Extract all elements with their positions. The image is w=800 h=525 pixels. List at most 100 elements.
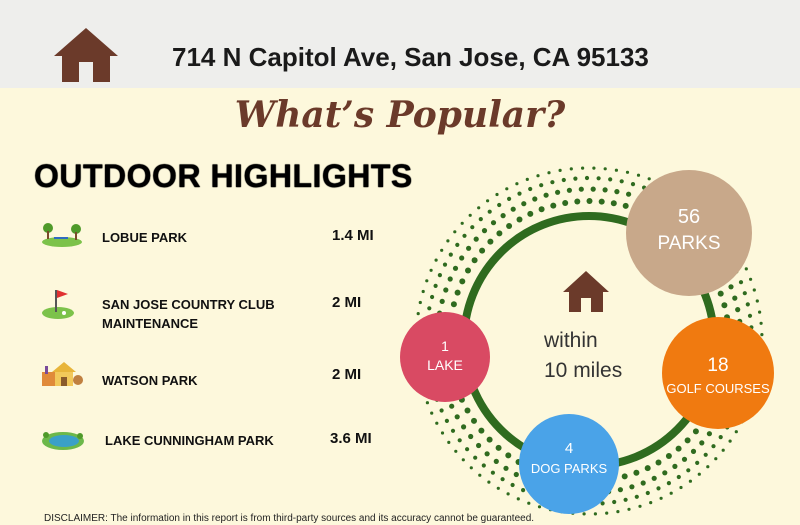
halo-dot — [636, 173, 641, 177]
halo-dot — [532, 196, 538, 202]
halo-dot — [515, 182, 519, 186]
halo-dot — [596, 176, 601, 181]
halo-dot — [586, 198, 593, 204]
halo-dot — [527, 501, 531, 505]
halo-dot — [433, 283, 438, 288]
halo-dot — [721, 448, 725, 452]
halo-dot — [468, 433, 474, 440]
property-address: 714 N Capitol Ave, San Jose, CA 95133 — [172, 42, 649, 72]
halo-dot — [578, 186, 584, 192]
halo-dot — [538, 206, 545, 213]
halo-dot — [473, 455, 478, 460]
halo-dot — [688, 479, 693, 483]
halo-dot — [659, 496, 663, 500]
halo-dot — [507, 196, 512, 201]
halo-dot — [460, 221, 464, 225]
radius-caption: within 10 miles — [544, 326, 654, 386]
halo-dot — [734, 430, 738, 434]
halo-dot — [598, 198, 605, 205]
dog-parks-bubble: 4 DOG PARKS — [519, 414, 619, 514]
park-icon — [42, 223, 82, 247]
halo-dot — [459, 255, 465, 261]
halo-dot — [718, 435, 723, 440]
halo-dot — [634, 494, 639, 499]
halo-dot — [439, 298, 445, 304]
halo-dot — [490, 220, 497, 226]
halo-dot — [459, 278, 466, 285]
halo-dot — [605, 511, 609, 515]
halo-dot — [735, 307, 741, 313]
halo-dot — [590, 186, 596, 192]
halo-dot — [496, 486, 500, 490]
halo-dot — [550, 180, 555, 185]
golf-flag-icon — [42, 290, 74, 319]
halo-dot — [666, 481, 672, 486]
halo-dot — [703, 452, 708, 457]
halo-dot — [453, 230, 457, 234]
halo-dot — [487, 209, 492, 214]
place-name: LOBUE PARK — [102, 230, 187, 245]
parks-bubble: 56 PARKS — [626, 170, 752, 296]
halo-dot — [681, 456, 688, 462]
halo-dot — [442, 262, 448, 267]
halo-dot — [452, 265, 459, 271]
halo-dot — [439, 408, 444, 413]
halo-dot — [437, 273, 442, 278]
halo-dot — [527, 210, 534, 217]
halo-dot — [614, 168, 619, 172]
halo-dot — [476, 442, 482, 449]
halo-dot — [699, 440, 705, 446]
parks-count: 56 — [677, 206, 701, 228]
halo-dot — [566, 187, 573, 193]
halo-dot — [617, 487, 624, 493]
halo-dot — [528, 186, 533, 192]
halo-dot — [455, 242, 460, 247]
halo-dot — [464, 407, 471, 414]
lake-label: LAKE — [427, 357, 463, 373]
halo-dot — [470, 225, 475, 230]
halo-dot — [697, 472, 701, 476]
halo-dot — [603, 167, 607, 171]
halo-dot — [616, 510, 620, 514]
halo-dot — [644, 465, 651, 472]
halo-dot — [454, 414, 460, 420]
halo-dot — [640, 480, 646, 486]
halo-dot — [561, 177, 566, 183]
halo-dot — [647, 177, 651, 181]
halo-dot — [543, 192, 549, 198]
halo-dot — [759, 321, 763, 325]
halo-dot — [481, 463, 486, 468]
halo-dot — [665, 453, 672, 459]
halo-dot — [450, 428, 456, 433]
halo-dot — [610, 200, 617, 207]
halo-dot — [602, 187, 608, 193]
halo-dot — [711, 444, 716, 449]
halo-dot — [752, 288, 756, 292]
halo-dot — [430, 411, 434, 415]
halo-dot — [440, 248, 444, 252]
halo-dot — [521, 201, 527, 207]
halo-dot — [447, 440, 451, 444]
halo-dot — [450, 301, 457, 308]
halo-dot — [486, 436, 493, 443]
halo-dot — [471, 257, 478, 264]
halo-dot — [479, 247, 486, 254]
halo-dot — [550, 202, 557, 209]
section-title: OUTDOOR HIGHLIGHTS — [34, 158, 413, 194]
halo-dot — [592, 166, 596, 170]
halo-dot — [477, 206, 481, 210]
halo-dot — [454, 449, 458, 453]
halo-dot — [662, 470, 668, 476]
halo-dot — [447, 276, 453, 282]
halo-dot — [626, 191, 632, 197]
halo-dot — [465, 267, 471, 274]
lake-count: 1 — [441, 338, 449, 354]
halo-dot — [732, 295, 738, 301]
dog-parks-count: 4 — [564, 440, 574, 457]
halo-dot — [516, 216, 523, 223]
halo-dot — [655, 459, 662, 466]
halo-dot — [629, 484, 635, 490]
halo-dot — [416, 312, 420, 316]
halo-dot — [675, 445, 682, 452]
within-text: within — [544, 329, 598, 352]
